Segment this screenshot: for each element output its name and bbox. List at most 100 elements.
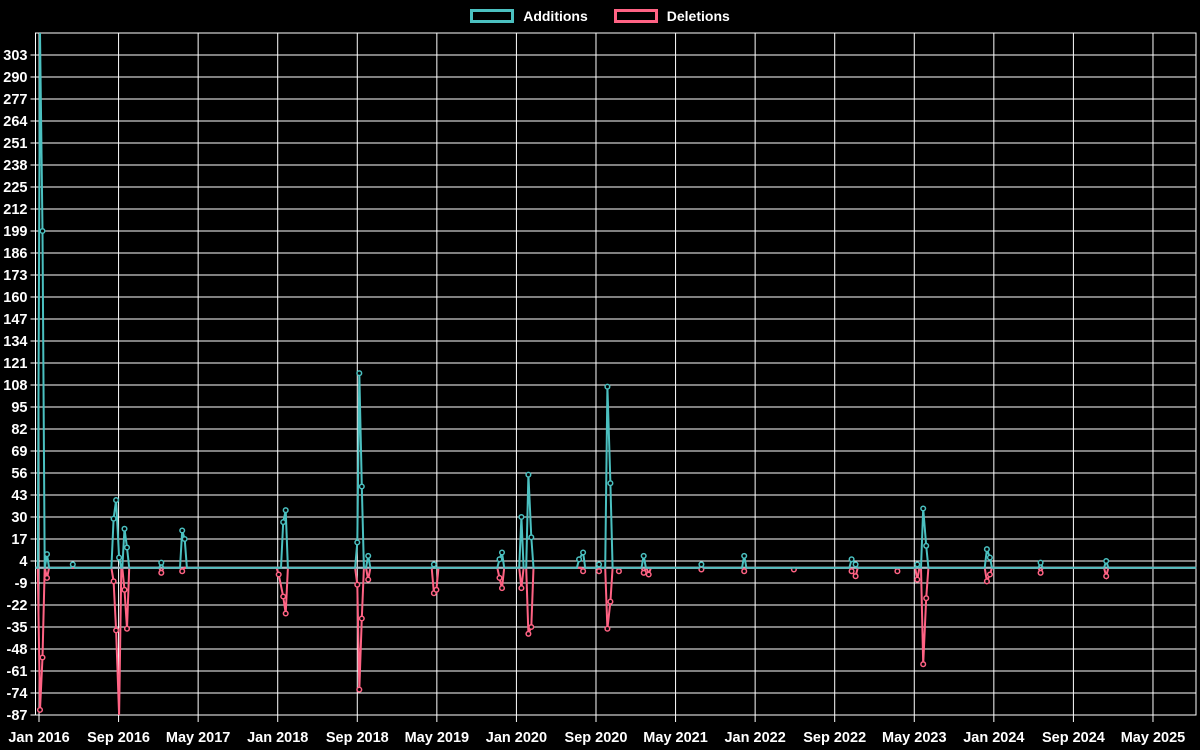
y-axis-tick-label: 290 — [3, 70, 27, 86]
additions-point-marker — [356, 370, 363, 377]
additions-point-marker — [121, 525, 128, 532]
deletions-point-marker — [983, 578, 990, 585]
x-axis-tick-label: Sep 2022 — [803, 730, 866, 746]
additions-point-marker — [110, 515, 117, 522]
additions-point-marker — [640, 552, 647, 559]
x-axis-tick-label: May 2019 — [405, 730, 470, 746]
deletions-point-marker — [179, 568, 186, 575]
y-axis-tick-label: -61 — [7, 664, 28, 680]
y-axis-tick-label: 121 — [3, 356, 27, 372]
deletions-point-marker — [275, 571, 282, 578]
x-axis-tick-label: Jan 2024 — [963, 730, 1024, 746]
x-axis-tick-label: Sep 2024 — [1042, 730, 1105, 746]
additions-point-marker — [525, 471, 532, 478]
y-axis-tick-label: 108 — [3, 378, 27, 394]
deletions-point-marker — [518, 585, 525, 592]
deletions-point-marker — [358, 615, 365, 622]
y-axis-tick-label: -74 — [7, 686, 28, 702]
additions-point-marker — [698, 561, 705, 568]
additions-point-marker — [1103, 557, 1110, 565]
y-axis-tick-label: -48 — [7, 642, 28, 658]
y-axis-tick-label: -87 — [7, 708, 28, 724]
deletions-point-marker — [923, 595, 930, 602]
y-axis-tick-label: 56 — [11, 466, 27, 482]
y-axis-tick-label: 147 — [3, 312, 27, 328]
deletions-point-marker — [43, 574, 51, 581]
y-axis-tick-label: 277 — [3, 92, 27, 108]
y-axis-tick-label: -22 — [7, 598, 28, 614]
y-axis-tick-label: 238 — [3, 158, 27, 174]
x-axis-tick-label: Jan 2016 — [8, 730, 69, 746]
deletions-point-marker — [1037, 569, 1044, 576]
legend-item-deletions[interactable]: Deletions — [613, 8, 730, 24]
additions-point-marker — [358, 483, 365, 490]
additions-point-marker — [595, 561, 603, 568]
deletions-point-marker — [595, 568, 603, 575]
additions-point-marker — [430, 561, 437, 568]
additions-point-marker — [116, 554, 123, 561]
additions-point-marker — [39, 227, 46, 235]
deletions-point-marker — [365, 576, 372, 583]
y-axis-tick-label: 264 — [3, 114, 27, 130]
additions-point-marker — [179, 527, 186, 534]
deletions-point-marker — [894, 568, 901, 575]
deletions-point-marker — [741, 568, 748, 575]
deletions-point-marker — [110, 578, 117, 585]
x-axis-tick-label: May 2017 — [166, 730, 231, 746]
y-axis-tick-label: 173 — [3, 268, 27, 284]
additions-legend-swatch — [470, 9, 515, 23]
deletions-legend-label: Deletions — [666, 8, 730, 24]
additions-point-marker — [496, 556, 503, 563]
deletions-point-marker — [356, 686, 363, 693]
additions-point-marker — [123, 544, 131, 551]
deletions-legend-swatch — [613, 9, 658, 23]
additions-point-marker — [852, 561, 859, 568]
additions-point-marker — [920, 505, 927, 512]
additions-point-marker — [354, 539, 361, 546]
chart-legend: Additions Deletions — [0, 8, 1200, 24]
y-axis-tick-label: 186 — [3, 246, 27, 262]
deletions-point-marker — [607, 598, 614, 605]
deletions-point-marker — [986, 571, 993, 578]
deletions-point-marker — [914, 576, 921, 583]
deletions-point-marker — [36, 706, 44, 713]
x-axis-tick-label: Sep 2020 — [565, 730, 628, 746]
deletions-point-marker — [640, 569, 647, 576]
deletions-point-marker — [604, 625, 611, 632]
y-axis-tick-label: 160 — [3, 290, 27, 306]
additions-point-marker — [498, 549, 506, 556]
additions-point-marker — [914, 561, 921, 568]
deletions-point-marker — [645, 571, 652, 578]
y-axis-tick-label: 134 — [3, 334, 27, 350]
deletions-point-marker — [433, 586, 440, 593]
y-axis-tick-label: -9 — [15, 576, 28, 592]
additions-point-marker — [365, 552, 372, 559]
additions-point-marker — [983, 546, 990, 553]
y-axis-tick-label: 225 — [3, 180, 27, 196]
additions-point-marker — [280, 519, 287, 526]
y-axis-tick-label: 199 — [3, 224, 27, 240]
additions-point-marker — [282, 507, 289, 514]
deletions-point-marker — [920, 661, 927, 668]
deletions-point-marker — [280, 593, 287, 600]
additions-point-marker — [113, 497, 120, 504]
x-axis-tick-label: May 2023 — [882, 730, 947, 746]
x-axis-tick-label: Jan 2020 — [486, 730, 547, 746]
legend-item-additions[interactable]: Additions — [470, 8, 588, 24]
x-axis-tick-label: May 2025 — [1121, 730, 1186, 746]
additions-point-marker — [604, 383, 611, 390]
additions-point-marker — [43, 551, 51, 558]
deletions-point-marker — [498, 585, 506, 592]
additions-point-marker — [848, 556, 855, 563]
additions-point-marker — [181, 535, 188, 543]
additions-point-marker — [607, 480, 614, 487]
deletions-point-marker — [113, 627, 120, 634]
deletions-point-marker — [852, 573, 859, 580]
deletions-point-marker — [39, 654, 46, 661]
x-axis-tick-label: Sep 2016 — [87, 730, 150, 746]
x-axis-tick-label: May 2021 — [643, 730, 708, 746]
y-axis-tick-label: 4 — [19, 554, 27, 570]
additions-point-marker — [158, 559, 165, 566]
